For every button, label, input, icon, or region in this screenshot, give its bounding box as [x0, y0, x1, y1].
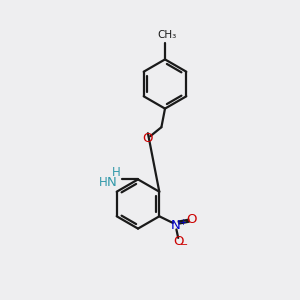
Text: −: − — [180, 240, 188, 250]
Text: O: O — [174, 235, 184, 248]
Text: H: H — [98, 176, 107, 190]
Text: N: N — [107, 176, 117, 190]
Text: O: O — [186, 213, 197, 226]
Text: O: O — [143, 132, 153, 145]
Text: N: N — [171, 219, 181, 232]
Text: CH₃: CH₃ — [157, 31, 176, 40]
Text: +: + — [179, 218, 186, 227]
Text: H: H — [112, 166, 121, 179]
